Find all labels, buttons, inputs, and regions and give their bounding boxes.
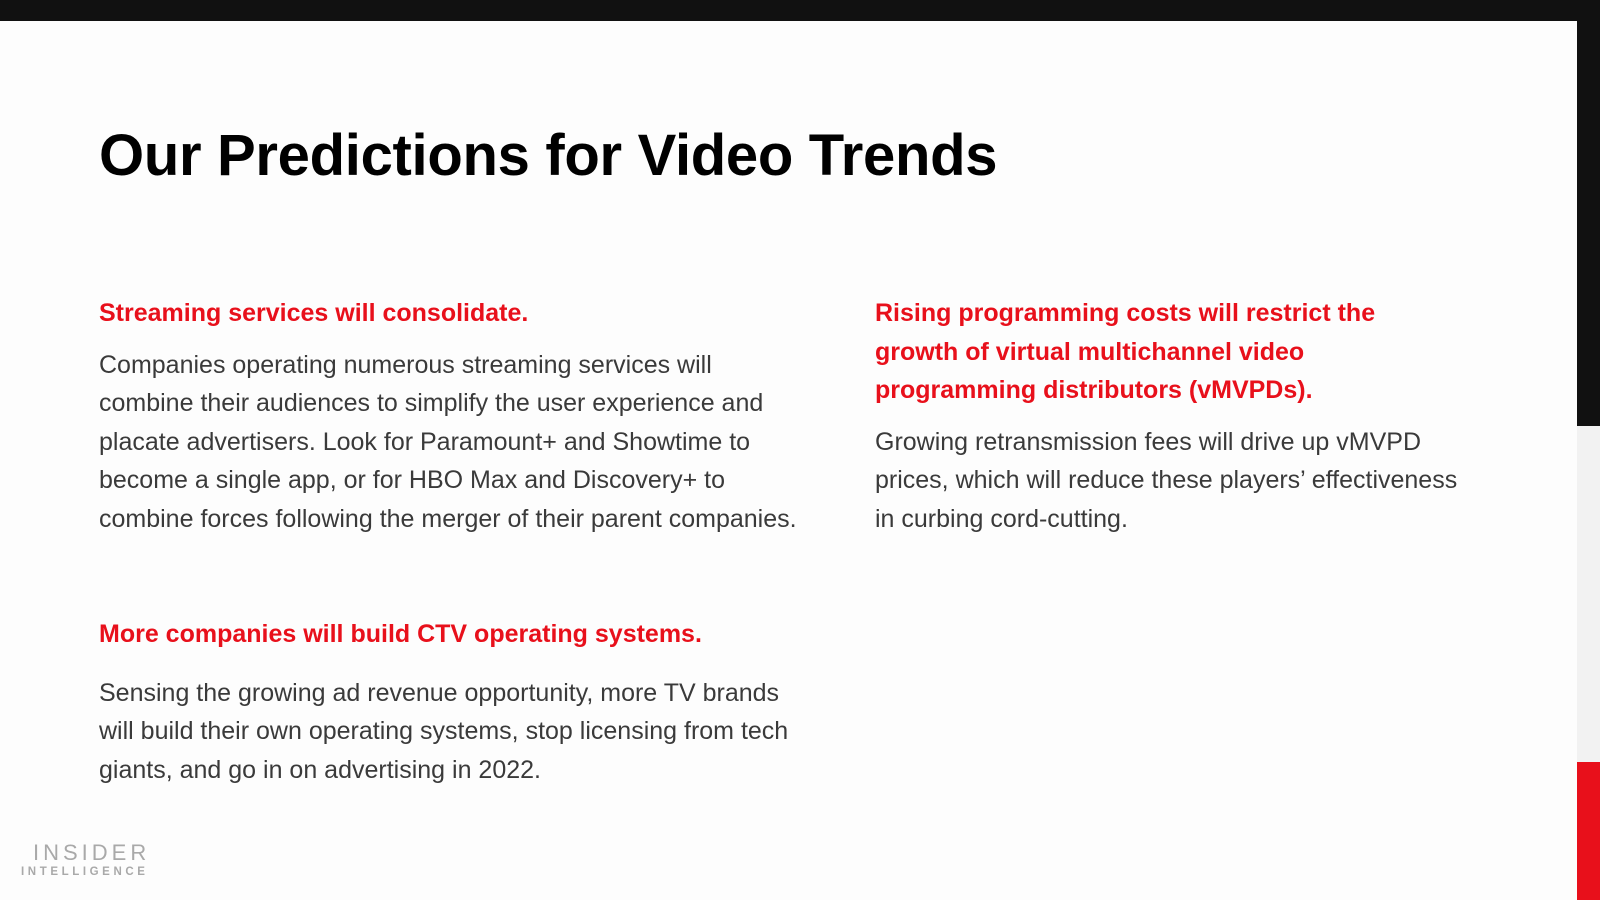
prediction-consolidate: Streaming services will consolidate. Com… <box>99 294 819 538</box>
prediction-ctv: More companies will build CTV operating … <box>99 615 819 789</box>
prediction-heading: Rising programming costs will restrict t… <box>875 299 1376 404</box>
prediction-body: Sensing the growing ad revenue opportuni… <box>99 678 789 784</box>
side-strip-light <box>1577 426 1600 762</box>
prediction-body: Growing retransmission fees will drive u… <box>875 427 1458 533</box>
insider-intelligence-logo: INSIDER INTELLIGENCE <box>21 840 151 879</box>
prediction-body: Companies operating numerous streaming s… <box>99 350 797 533</box>
side-strip-red <box>1577 762 1600 900</box>
logo-line1: INSIDER <box>33 840 151 865</box>
prediction-vmvpd: Rising programming costs will restrict t… <box>875 294 1475 538</box>
side-strip-dark <box>1577 0 1600 426</box>
prediction-heading: Streaming services will consolidate. <box>99 299 529 327</box>
top-bar <box>0 0 1600 21</box>
prediction-heading: More companies will build CTV operating … <box>99 620 702 648</box>
logo-line2: INTELLIGENCE <box>21 866 149 878</box>
slide-title: Our Predictions for Video Trends <box>99 123 998 188</box>
